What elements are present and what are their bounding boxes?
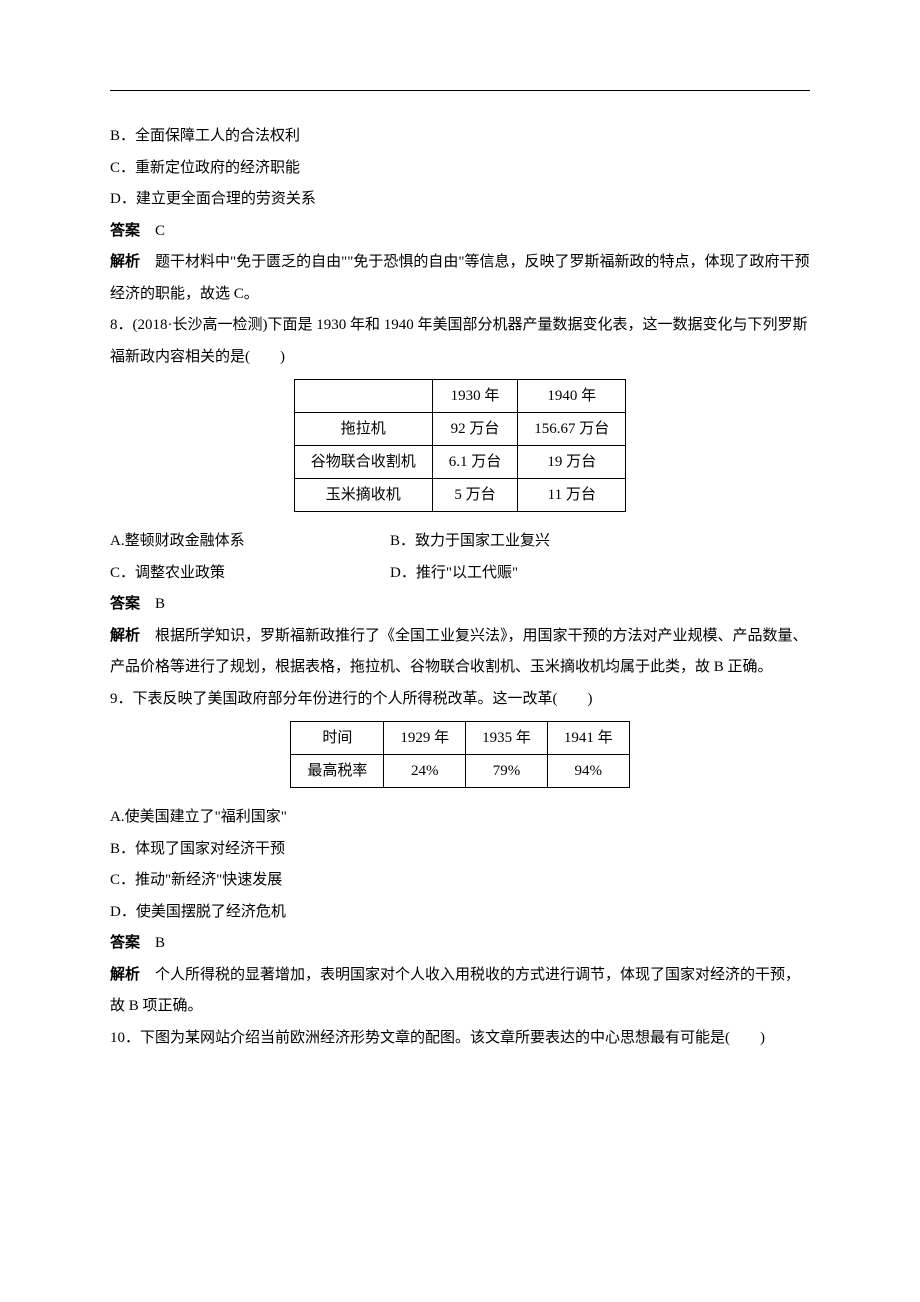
explain-label: 解析: [110, 628, 140, 644]
q8-opt-c: C．调整农业政策: [110, 558, 390, 590]
table-cell: 最高税率: [291, 755, 384, 788]
table-cell: 谷物联合收割机: [294, 446, 432, 479]
table-row: 最高税率 24% 79% 94%: [291, 755, 629, 788]
answer-7: 答案 C: [110, 216, 810, 248]
table-cell: 79%: [466, 755, 548, 788]
q8-opt-a: A.整顿财政金融体系: [110, 526, 390, 558]
q10-stem: 10．下图为某网站介绍当前欧洲经济形势文章的配图。该文章所要表达的中心思想最有可…: [110, 1023, 810, 1055]
table-row: 时间 1929 年 1935 年 1941 年: [291, 722, 629, 755]
explain-9: 解析 个人所得税的显著增加，表明国家对个人收入用税收的方式进行调节，体现了国家对…: [110, 960, 810, 1023]
table-cell: 1935 年: [466, 722, 548, 755]
q9-opt-c: C．推动"新经济"快速发展: [110, 865, 810, 897]
explain-7: 解析 题干材料中"免于匮乏的自由""免于恐惧的自由"等信息，反映了罗斯福新政的特…: [110, 247, 810, 310]
table-cell: 玉米摘收机: [294, 479, 432, 512]
answer-8: 答案 B: [110, 589, 810, 621]
explain-label: 解析: [110, 967, 140, 983]
q9-stem: 9．下表反映了美国政府部分年份进行的个人所得税改革。这一改革( ): [110, 684, 810, 716]
table-cell: 19 万台: [518, 446, 626, 479]
table-cell: 5 万台: [432, 479, 518, 512]
option-pre-d: D．建立更全面合理的劳资关系: [110, 184, 810, 216]
q9-table: 时间 1929 年 1935 年 1941 年 最高税率 24% 79% 94%: [290, 721, 629, 788]
q8-opt-b: B．致力于国家工业复兴: [390, 526, 670, 558]
q9-opt-b: B．体现了国家对经济干预: [110, 834, 810, 866]
answer-label: 答案: [110, 935, 140, 951]
explain-text: 根据所学知识，罗斯福新政推行了《全国工业复兴法》，用国家干预的方法对产业规模、产…: [110, 628, 808, 676]
q8-table: 1930 年 1940 年 拖拉机 92 万台 156.67 万台 谷物联合收割…: [294, 379, 627, 512]
answer-label: 答案: [110, 596, 140, 612]
table-cell: 拖拉机: [294, 413, 432, 446]
q9-opt-d: D．使美国摆脱了经济危机: [110, 897, 810, 929]
answer-label: 答案: [110, 223, 140, 239]
explain-text: 个人所得税的显著增加，表明国家对个人收入用税收的方式进行调节，体现了国家对经济的…: [110, 967, 800, 1015]
q9-opt-a: A.使美国建立了"福利国家": [110, 802, 810, 834]
answer-9: 答案 B: [110, 928, 810, 960]
option-pre-b: B．全面保障工人的合法权利: [110, 121, 810, 153]
table-cell: 时间: [291, 722, 384, 755]
table-cell: [294, 380, 432, 413]
table-cell: 1941 年: [547, 722, 629, 755]
explain-text: 题干材料中"免于匮乏的自由""免于恐惧的自由"等信息，反映了罗斯福新政的特点，体…: [110, 254, 810, 302]
top-divider: [110, 90, 810, 91]
table-cell: 6.1 万台: [432, 446, 518, 479]
table-row: 玉米摘收机 5 万台 11 万台: [294, 479, 626, 512]
table-cell: 94%: [547, 755, 629, 788]
answer-value: B: [140, 935, 165, 951]
answer-value: B: [140, 596, 165, 612]
option-pre-c: C．重新定位政府的经济职能: [110, 153, 810, 185]
q8-options-2: C．调整农业政策 D．推行"以工代赈": [110, 558, 810, 590]
q8-options-1: A.整顿财政金融体系 B．致力于国家工业复兴: [110, 526, 810, 558]
table-cell: 1930 年: [432, 380, 518, 413]
table-row: 1930 年 1940 年: [294, 380, 626, 413]
answer-value: C: [140, 223, 165, 239]
table-cell: 1929 年: [384, 722, 466, 755]
table-row: 拖拉机 92 万台 156.67 万台: [294, 413, 626, 446]
table-cell: 92 万台: [432, 413, 518, 446]
explain-8: 解析 根据所学知识，罗斯福新政推行了《全国工业复兴法》，用国家干预的方法对产业规…: [110, 621, 810, 684]
explain-label: 解析: [110, 254, 140, 270]
table-cell: 24%: [384, 755, 466, 788]
q8-stem: 8．(2018·长沙高一检测)下面是 1930 年和 1940 年美国部分机器产…: [110, 310, 810, 373]
q8-opt-d: D．推行"以工代赈": [390, 558, 670, 590]
table-cell: 1940 年: [518, 380, 626, 413]
table-cell: 11 万台: [518, 479, 626, 512]
table-row: 谷物联合收割机 6.1 万台 19 万台: [294, 446, 626, 479]
table-cell: 156.67 万台: [518, 413, 626, 446]
